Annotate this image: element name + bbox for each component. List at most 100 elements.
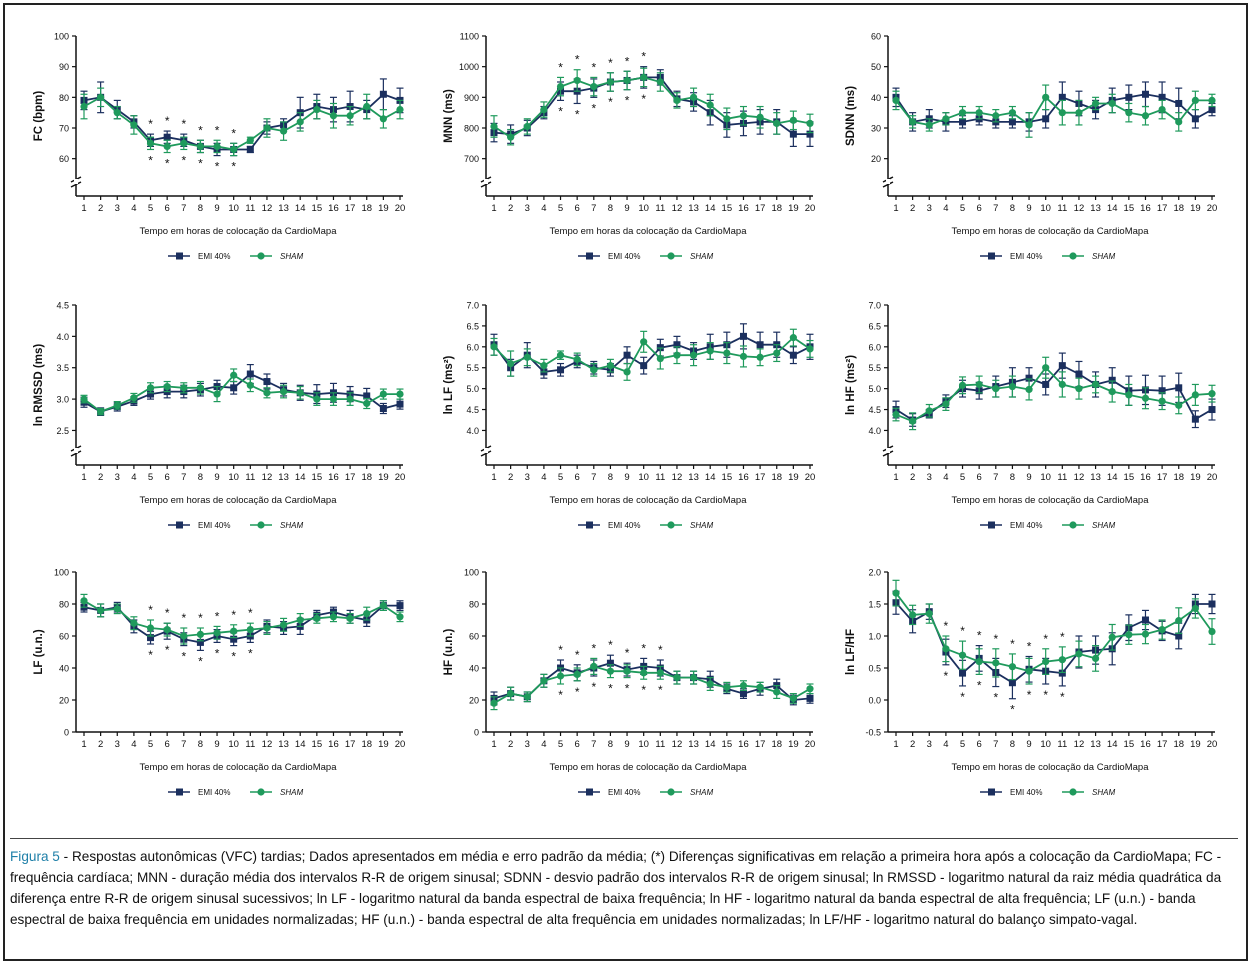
data-point-emi xyxy=(1058,669,1066,677)
data-point-sham xyxy=(540,106,548,114)
y-tick-label: 5.5 xyxy=(466,363,479,373)
x-tick-label: 12 xyxy=(262,203,273,214)
x-tick-label: 11 xyxy=(1057,203,1067,214)
data-point-sham xyxy=(396,390,404,398)
significance-marker: * xyxy=(148,153,153,167)
axis-break-gap xyxy=(74,179,78,184)
axis-break-mark xyxy=(882,450,894,457)
data-point-sham xyxy=(556,672,565,680)
y-tick-label: 1.5 xyxy=(868,600,881,610)
y-tick-label: -0.5 xyxy=(865,728,881,738)
legend-label-emi: EMI 40% xyxy=(1010,252,1042,261)
data-point-sham xyxy=(723,683,731,691)
significance-marker: * xyxy=(575,648,580,662)
data-point-sham xyxy=(806,685,814,693)
x-tick-label: 9 xyxy=(214,203,219,214)
significance-marker: * xyxy=(1043,632,1048,646)
significance-marker: * xyxy=(148,603,153,617)
legend-label-sham: SHAM xyxy=(1092,788,1115,797)
y-tick-label: 70 xyxy=(59,124,69,134)
y-tick-label: 4.0 xyxy=(466,426,479,436)
x-tick-label: 17 xyxy=(345,739,356,750)
data-point-sham xyxy=(1158,106,1166,114)
x-tick-label: 14 xyxy=(295,203,306,214)
data-point-sham xyxy=(313,614,321,623)
x-tick-label: 6 xyxy=(575,203,580,214)
significance-marker: * xyxy=(198,123,203,137)
y-tick-label: 900 xyxy=(464,93,479,103)
x-tick-label: 16 xyxy=(328,203,339,214)
data-point-sham xyxy=(789,116,797,124)
caption-label: Figura 5 xyxy=(10,849,60,864)
x-tick-label: 17 xyxy=(1157,472,1168,483)
legend-label-sham: SHAM xyxy=(690,521,713,530)
x-tick-label: 7 xyxy=(591,472,596,483)
x-tick-label: 4 xyxy=(131,203,136,214)
x-tick-label: 14 xyxy=(1107,739,1118,750)
y-tick-label: 1.0 xyxy=(868,632,881,642)
data-point-emi xyxy=(1042,115,1050,123)
data-point-sham xyxy=(1191,604,1199,613)
x-tick-label: 19 xyxy=(788,203,799,214)
data-point-sham xyxy=(490,122,498,131)
data-point-sham xyxy=(246,381,254,389)
significance-marker: * xyxy=(215,123,220,137)
data-point-sham xyxy=(196,630,205,639)
x-tick-label: 20 xyxy=(395,203,406,214)
x-tick-label: 2 xyxy=(98,203,103,214)
data-point-sham xyxy=(196,142,205,150)
data-point-sham xyxy=(329,112,338,120)
data-point-sham xyxy=(925,610,933,618)
data-point-sham xyxy=(606,362,615,370)
x-tick-label: 11 xyxy=(245,739,255,750)
legend-marker-emi xyxy=(988,521,995,529)
x-tick-label: 16 xyxy=(738,203,749,214)
x-tick-label: 9 xyxy=(1026,472,1031,483)
x-tick-label: 18 xyxy=(361,472,372,483)
y-tick-label: 80 xyxy=(469,600,479,610)
axis-break-gap xyxy=(484,179,488,184)
data-point-sham xyxy=(958,109,967,117)
legend-marker-emi xyxy=(586,252,593,260)
data-point-emi xyxy=(147,390,155,398)
x-tick-label: 20 xyxy=(1207,472,1218,483)
data-point-sham xyxy=(507,690,515,698)
x-tick-label: 18 xyxy=(1173,472,1184,483)
significance-marker: * xyxy=(591,60,596,74)
y-tick-label: 60 xyxy=(59,632,69,642)
data-point-sham xyxy=(1141,394,1150,402)
significance-marker: * xyxy=(148,648,153,662)
x-tick-label: 16 xyxy=(1140,472,1151,483)
data-point-emi xyxy=(789,351,797,359)
significance-marker: * xyxy=(1010,703,1015,717)
x-tick-label: 13 xyxy=(688,203,699,214)
data-point-sham xyxy=(789,694,797,703)
x-tick-label: 4 xyxy=(541,203,546,214)
significance-marker: * xyxy=(181,611,186,625)
significance-marker: * xyxy=(198,654,203,668)
significance-marker: * xyxy=(1060,690,1065,704)
x-axis-title: Tempo em horas de colocação da CardioMap… xyxy=(952,495,1150,506)
data-point-sham xyxy=(279,127,288,135)
y-axis-title: ln HF (ms²) xyxy=(845,355,857,415)
y-tick-label: 40 xyxy=(469,664,479,674)
legend-label-emi: EMI 40% xyxy=(1010,788,1042,797)
y-tick-label: 700 xyxy=(464,154,479,164)
x-tick-label: 20 xyxy=(805,739,816,750)
significance-marker: * xyxy=(231,650,236,664)
x-tick-label: 18 xyxy=(771,203,782,214)
significance-marker: * xyxy=(993,691,998,705)
y-tick-label: 50 xyxy=(871,62,881,72)
x-tick-label: 7 xyxy=(591,203,596,214)
y-tick-label: 0.0 xyxy=(868,696,881,706)
data-point-sham xyxy=(230,627,238,635)
data-point-sham xyxy=(507,359,515,368)
data-point-sham xyxy=(363,399,371,408)
data-point-emi xyxy=(789,130,797,138)
y-tick-label: 3.0 xyxy=(56,395,69,405)
x-tick-label: 13 xyxy=(688,472,699,483)
significance-marker: * xyxy=(231,126,236,140)
x-tick-label: 12 xyxy=(1074,739,1085,750)
data-point-sham xyxy=(523,122,531,131)
data-point-sham xyxy=(523,693,531,701)
